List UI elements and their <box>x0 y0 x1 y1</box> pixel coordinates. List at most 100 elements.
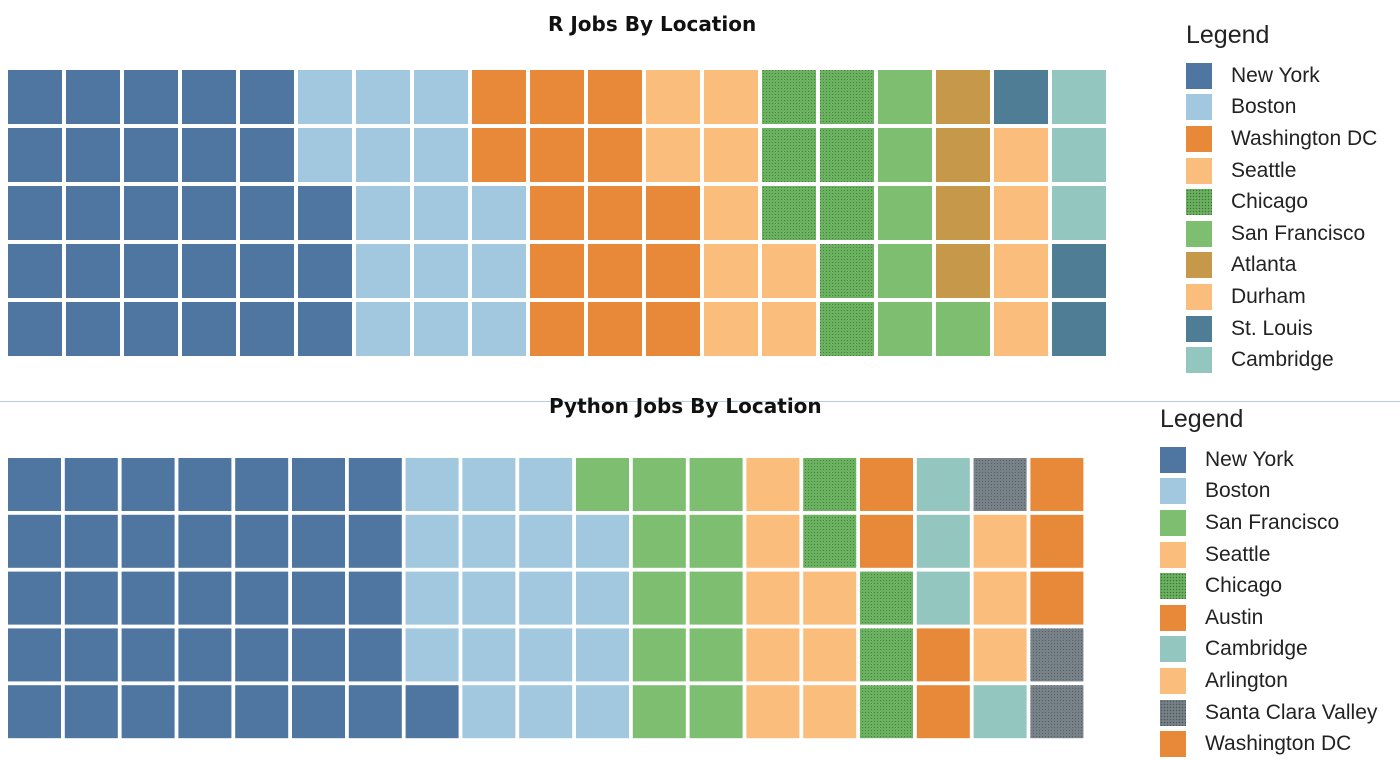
python-jobs-chart: Python Jobs By Location Legend New York B… <box>0 394 1400 760</box>
waffle-cell-st-louis <box>994 70 1048 124</box>
waffle-cell-chicago <box>860 628 913 682</box>
legend-swatch <box>1186 347 1212 374</box>
waffle-cell-washington-dc <box>588 186 642 240</box>
waffle-cell-atlanta <box>936 128 990 182</box>
waffle-cell-new-york <box>348 571 402 625</box>
waffle-cell-austin <box>860 458 913 511</box>
waffle-cell-arlington <box>973 628 1027 682</box>
waffle-cell-new-york <box>292 685 345 739</box>
waffle-cell-cambridge <box>1052 186 1106 240</box>
waffle-cell-durham <box>994 244 1048 298</box>
legend-item-austin: Austin <box>1160 602 1377 634</box>
legend-item-durham: Durham <box>1186 281 1377 313</box>
waffle-cell-boston <box>356 186 410 240</box>
waffle-cell-boston <box>356 128 410 182</box>
waffle-cell-new-york <box>121 628 175 682</box>
waffle-cell-san-francisco <box>632 458 686 511</box>
waffle-cell-atlanta <box>936 186 990 240</box>
legend-item-santa-clara-valley: Santa Clara Valley <box>1160 697 1377 729</box>
waffle-cell-boston <box>405 458 459 511</box>
waffle-cell-austin <box>916 628 970 682</box>
legend-label: Washington DC <box>1205 732 1352 756</box>
waffle-cell-new-york <box>8 70 62 124</box>
legend-swatch <box>1160 478 1186 505</box>
waffle-cell-new-york <box>178 458 232 511</box>
waffle-cell-seattle <box>704 302 758 356</box>
waffle-cell-new-york <box>124 302 178 356</box>
chart-title: Python Jobs By Location <box>549 394 822 418</box>
legend-label: Austin <box>1205 605 1264 629</box>
legend-item-seattle: Seattle <box>1186 155 1377 187</box>
waffle-cell-boston <box>519 628 573 682</box>
waffle-cell-boston <box>356 302 410 356</box>
waffle-cell-seattle <box>646 70 700 124</box>
waffle-cell-washington-dc <box>588 302 642 356</box>
waffle-cell-arlington <box>973 571 1027 625</box>
waffle-cell-new-york <box>64 571 118 625</box>
waffle-cell-new-york <box>292 571 345 625</box>
waffle-cell-chicago <box>762 186 816 240</box>
legend-item-new-york: New York <box>1186 60 1377 92</box>
legend-items: New York Boston San Francisco Seattle Chicag… <box>1160 444 1377 760</box>
waffle-cell-cambridge <box>916 571 970 625</box>
waffle-cell-boston <box>462 571 516 625</box>
waffle-cell-new-york <box>182 302 236 356</box>
waffle-cell-boston <box>462 458 516 511</box>
legend-swatch <box>1160 541 1186 568</box>
waffle-cell-boston <box>576 628 629 682</box>
legend-item-washington-dc: Washington DC <box>1186 123 1377 155</box>
waffle-cell-new-york <box>8 128 62 182</box>
waffle-cell-atlanta <box>936 244 990 298</box>
legend-label: San Francisco <box>1205 510 1340 534</box>
legend-item-san-francisco: San Francisco <box>1186 218 1377 250</box>
waffle-cell-boston <box>519 685 573 739</box>
legend-label: Washington DC <box>1231 126 1378 150</box>
waffle-grid <box>8 458 1084 739</box>
waffle-cell-cambridge <box>916 514 970 568</box>
legend-item-new-york: New York <box>1160 444 1377 476</box>
legend-swatch <box>1186 252 1212 279</box>
waffle-cell-new-york <box>8 458 61 511</box>
waffle-cell-new-york <box>235 628 289 682</box>
waffle-cell-boston <box>405 514 459 568</box>
waffle-cell-chicago <box>803 514 857 568</box>
waffle-cell-cambridge <box>1052 128 1106 182</box>
legend-label: Durham <box>1231 284 1306 308</box>
waffle-cell-chicago <box>820 70 874 124</box>
legend-label: San Francisco <box>1231 221 1366 245</box>
waffle-cell-chicago <box>762 70 816 124</box>
waffle-cell-seattle <box>704 70 758 124</box>
waffle-cell-cambridge <box>916 458 970 511</box>
waffle-cell-seattle <box>704 244 758 298</box>
waffle-cell-washington-dc <box>588 244 642 298</box>
waffle-cell-seattle <box>704 186 758 240</box>
waffle-cell-new-york <box>124 128 178 182</box>
waffle-cell-new-york <box>64 628 118 682</box>
waffle-cell-new-york <box>298 244 352 298</box>
waffle-cell-washington-dc <box>530 302 584 356</box>
r-jobs-chart: R Jobs By Location Legend New York Boston… <box>8 12 1377 374</box>
legend-label: Seattle <box>1205 542 1271 566</box>
waffle-cell-new-york <box>348 628 402 682</box>
waffle-cell-new-york <box>121 571 175 625</box>
waffle-cell-seattle <box>746 571 800 625</box>
waffle-cell-new-york <box>121 458 175 511</box>
waffle-cell-boston <box>414 186 468 240</box>
waffle-cell-new-york <box>348 514 402 568</box>
waffle-cell-seattle <box>646 128 700 182</box>
waffle-cell-washington-dc <box>646 244 700 298</box>
waffle-cell-washington-dc <box>530 186 584 240</box>
chart-divider <box>0 401 1400 402</box>
waffle-cell-new-york <box>124 70 178 124</box>
legend-label: Cambridge <box>1205 637 1308 661</box>
waffle-cell-new-york <box>182 128 236 182</box>
legend-swatch <box>1186 283 1212 310</box>
waffle-cell-boston <box>298 70 352 124</box>
waffle-cell-austin <box>916 685 970 739</box>
legend: Legend New York Boston San Francisco Seattl… <box>1160 404 1377 760</box>
legend-swatch <box>1186 315 1212 342</box>
waffle-cell-seattle <box>704 128 758 182</box>
waffle-cell-new-york <box>182 186 236 240</box>
legend-label: Santa Clara Valley <box>1205 700 1378 724</box>
waffle-cell-new-york <box>8 685 61 739</box>
